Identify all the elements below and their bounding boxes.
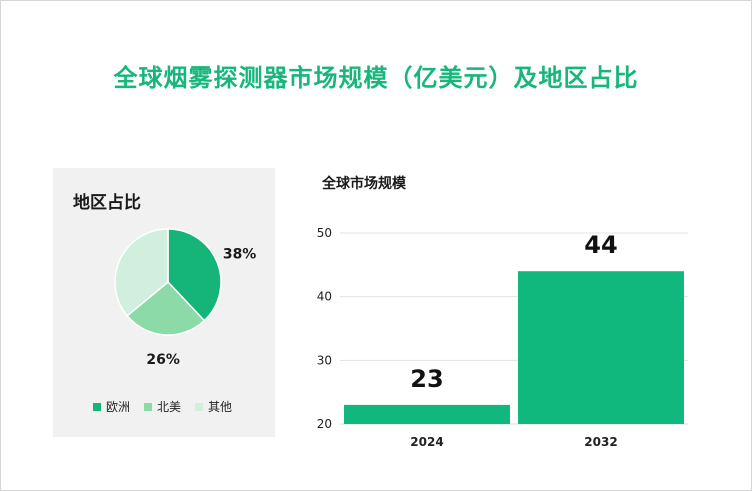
legend-swatch-europe: [93, 402, 101, 411]
pie-slice-europe: [167, 228, 222, 322]
pie-slice-other: [114, 228, 169, 317]
pie-title: 地区占比: [73, 193, 141, 213]
pie-chart: 38% 26%: [114, 228, 257, 368]
legend-item-north-america: 北美: [144, 398, 181, 415]
pie-label-europe: 38%: [223, 247, 257, 263]
legend-swatch-north-america: [144, 402, 153, 411]
legend-swatch-other: [195, 402, 204, 411]
legend-label-other: 其他: [208, 400, 233, 414]
pie-panel: 地区占比 38% 26% 欧洲 北美 其他: [53, 168, 275, 437]
legend-label-north-america: 北美: [157, 400, 182, 414]
main-title: 全球烟雾探测器市场规模（亿美元）及地区占比: [113, 64, 639, 92]
legend-label-europe: 欧洲: [106, 400, 131, 414]
legend-item-other: 其他: [195, 398, 232, 415]
pie-slice-north-america: [126, 280, 206, 336]
bar-chart-title: 全球市场规模: [322, 176, 406, 192]
legend-item-europe: 欧洲: [93, 398, 130, 415]
pie-label-north-america: 26%: [146, 352, 180, 368]
pie-legend: 欧洲 北美 其他: [93, 398, 232, 415]
